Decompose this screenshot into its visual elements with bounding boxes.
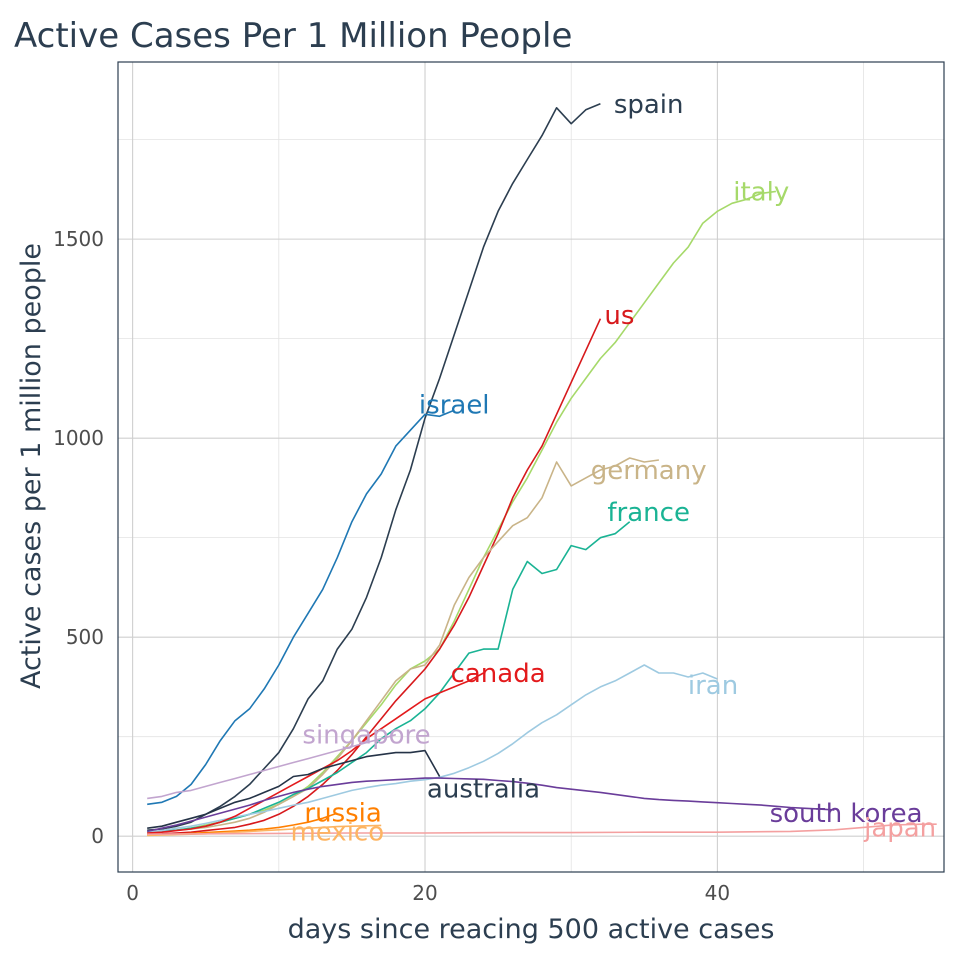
- series-line-germany: [147, 457, 660, 833]
- x-tick-label: 40: [705, 881, 730, 905]
- series-label-canada: canada: [451, 659, 546, 689]
- y-tick-label: 1500: [53, 227, 104, 251]
- series-label-spain: spain: [614, 90, 684, 120]
- series-label-us: us: [604, 301, 634, 331]
- series-label-italy: italy: [733, 177, 789, 207]
- series-line-france: [147, 521, 631, 833]
- series-label-germany: germany: [591, 456, 707, 486]
- series-label-australia: australia: [427, 774, 540, 804]
- y-tick-label: 500: [66, 625, 104, 649]
- series-line-canada: [147, 672, 484, 834]
- grid: [118, 62, 944, 872]
- tick-labels: 0 20 40 0 500 1000 1500: [53, 227, 730, 905]
- x-tick-label: 20: [412, 881, 437, 905]
- series-label-south-korea: south korea: [770, 799, 923, 829]
- series-line-japan: [147, 823, 937, 835]
- series-line-south-korea: [147, 777, 835, 833]
- series-line-israel: [147, 409, 455, 806]
- series-labels: spain italy us israel germany france iran canad…: [290, 90, 936, 848]
- series-label-japan: japan: [863, 813, 936, 843]
- series-label-mexico: mexico: [290, 817, 384, 847]
- series-label-france: france: [607, 498, 690, 528]
- series-label-israel: israel: [419, 390, 490, 420]
- series-label-iran: iran: [688, 671, 738, 701]
- y-tick-label: 1000: [53, 426, 104, 450]
- x-axis-title: days since reacing 500 active cases: [288, 914, 775, 945]
- series-label-russia: russia: [304, 798, 381, 828]
- x-tick-label: 0: [126, 881, 139, 905]
- y-axis-title: Active cases per 1 million people: [16, 243, 47, 689]
- series-line-iran: [147, 664, 718, 833]
- series-label-singapore: singapore: [302, 721, 430, 751]
- series-lines: [147, 103, 937, 837]
- series-line-singapore: [147, 733, 397, 800]
- chart-title: Active Cases Per 1 Million People: [14, 16, 572, 56]
- y-tick-label: 0: [91, 824, 104, 848]
- series-line-us: [147, 318, 602, 835]
- series-line-spain: [147, 103, 601, 831]
- series-line-australia: [147, 749, 441, 829]
- plot-panel: [117, 61, 945, 873]
